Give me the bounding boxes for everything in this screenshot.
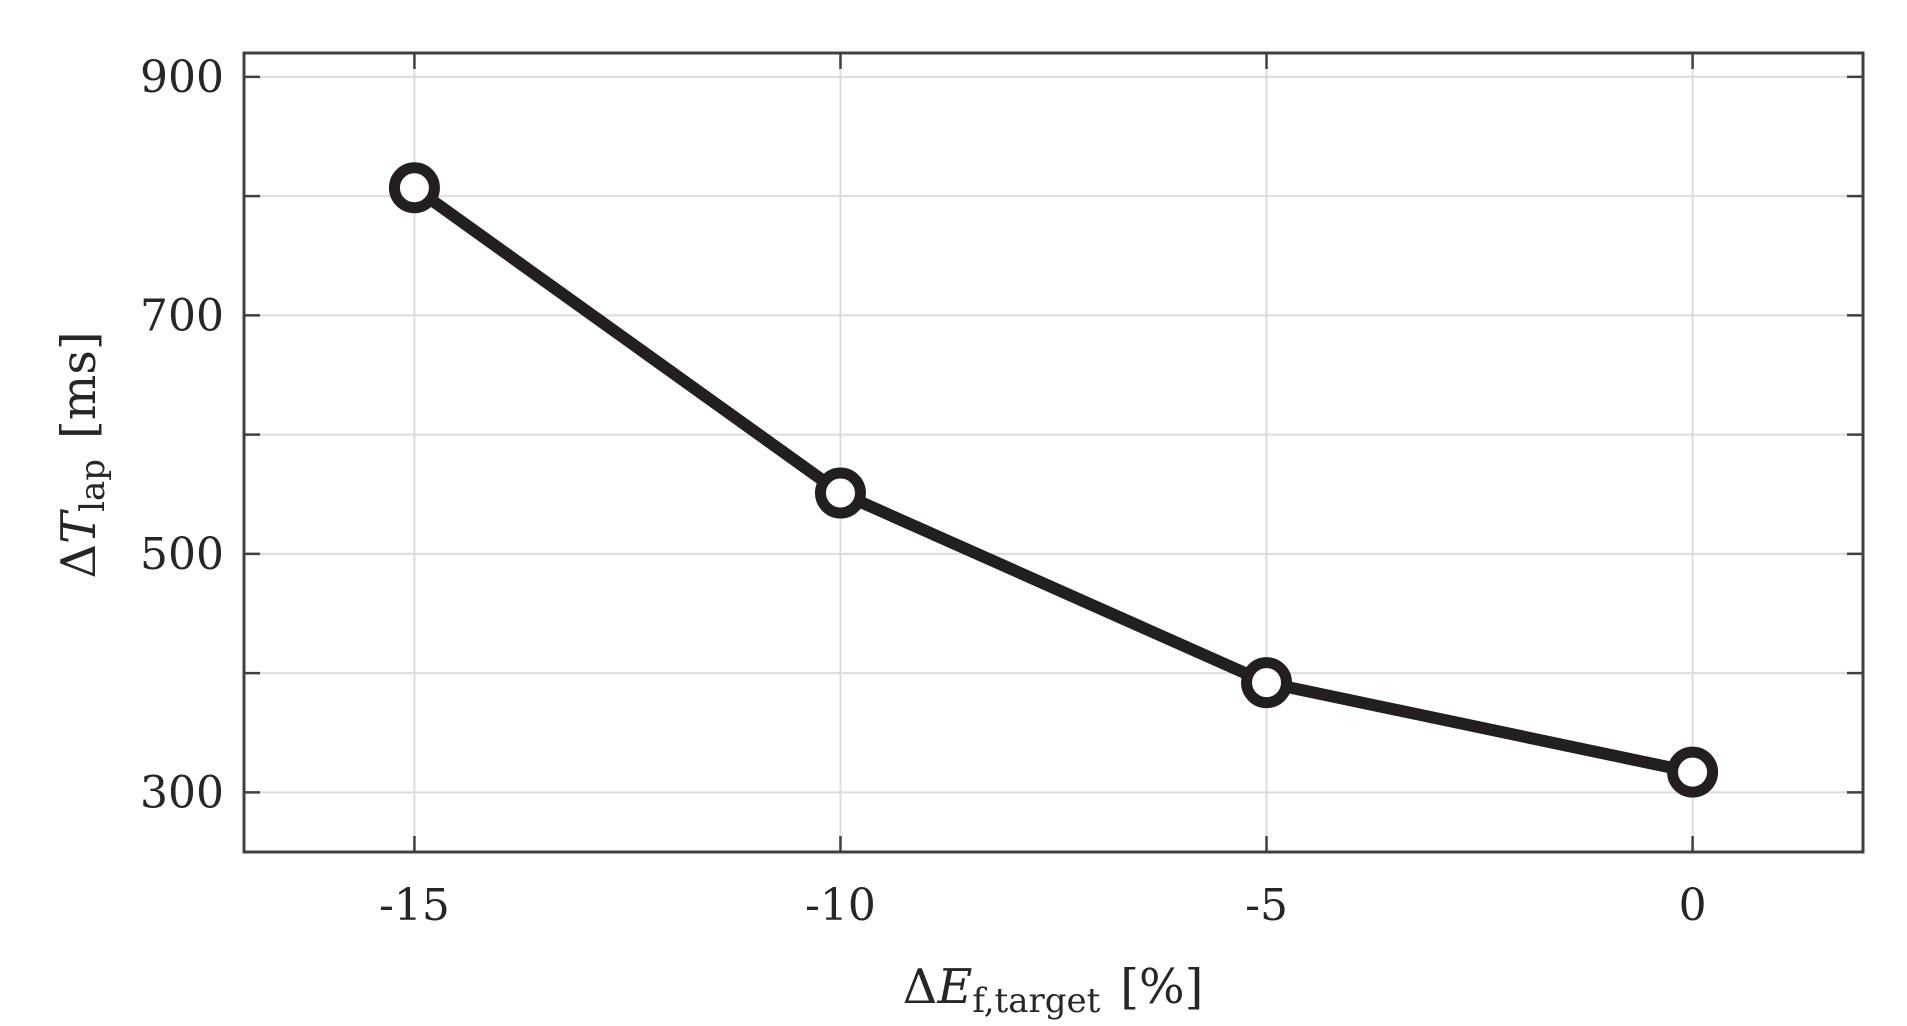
y-tick-label: 500	[140, 529, 224, 580]
x-axis-label-delta: Δ	[903, 959, 938, 1015]
y-axis-label-symbol: T	[51, 509, 107, 544]
tick-labels: -15 -10 -5 0 300 500 700 900	[140, 52, 1707, 931]
y-axis-label-subscript: lap	[73, 459, 113, 512]
x-axis-label: ΔEf,target [%]	[903, 959, 1204, 1021]
y-axis-label: ΔTlap [ms]	[51, 331, 113, 578]
series-line	[408, 181, 1699, 779]
x-tick-label: -10	[805, 880, 876, 931]
data-point-marker	[1241, 657, 1293, 709]
axis-ticks	[244, 53, 1863, 852]
y-axis-label-delta: Δ	[51, 544, 107, 579]
y-axis-label-unit: [ms]	[51, 331, 107, 439]
x-tick-label: -15	[379, 880, 450, 931]
x-tick-label: 0	[1679, 880, 1707, 931]
x-tick-label: -5	[1245, 880, 1288, 931]
y-tick-label: 900	[140, 52, 224, 103]
plot-area-frame	[242, 51, 1865, 854]
data-point-marker	[388, 162, 440, 214]
y-tick-label: 300	[140, 767, 224, 818]
data-point-marker	[1667, 746, 1719, 798]
x-axis-label-subscript: f,target	[972, 981, 1100, 1021]
x-axis-label-unit: [%]	[1120, 959, 1203, 1015]
y-tick-label: 700	[140, 290, 224, 341]
data-point-marker	[814, 467, 866, 519]
data-series	[388, 162, 1719, 798]
x-axis-label-symbol: E	[936, 959, 972, 1015]
grid-lines	[244, 53, 1863, 852]
